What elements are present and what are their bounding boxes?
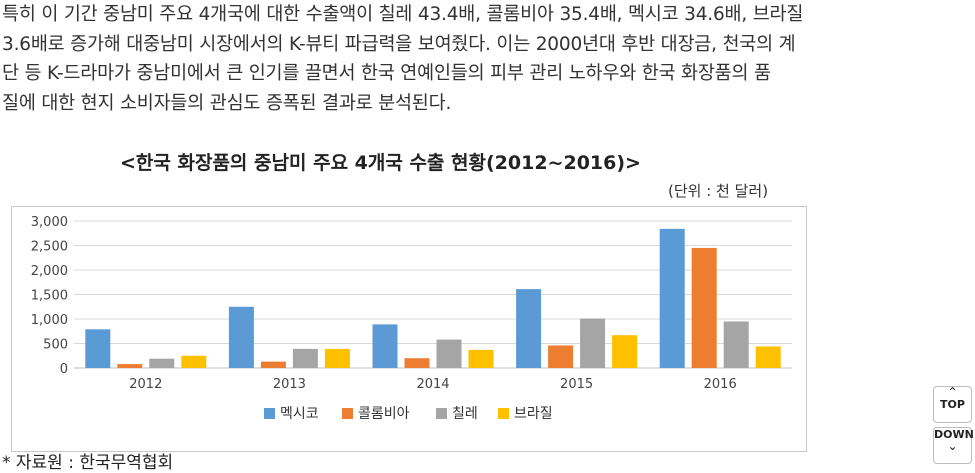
bar-2012-멕시코 [85,329,111,368]
article-line: 단 등 K-드라마가 중남미에서 큰 인기를 끌면서 한국 연예인들의 피부 관… [2,63,771,84]
x-tick-label: 2013 [273,377,306,392]
y-tick-label: 2,500 [31,240,68,255]
bar-2016-칠레 [723,321,749,368]
y-tick-label: 3,000 [31,215,68,230]
x-tick-label: 2012 [129,377,162,392]
chart-plot-area: 0 500 1,000 1,500 2,000 2,500 3,000 2012 2013 201… [11,206,807,452]
article-line: 특히 이 기간 중남미 주요 4개국에 대한 수출액이 칠레 43.4배, 콜롬… [2,4,804,25]
bar-2013-브라질 [324,348,350,368]
bar-2016-콜롬비아 [691,247,717,368]
scroll-down-label: DOWN [934,428,974,441]
bar-2014-멕시코 [372,324,398,368]
chart-image: <한국 화장품의 중남미 주요 4개국 수출 현황(2012~2016)> (단… [0,124,815,470]
x-tick-label: 2014 [416,377,449,392]
bar-2013-멕시코 [228,306,254,368]
bar-2015-멕시코 [516,289,542,368]
legend-swatch [264,408,275,419]
scroll-top-label: TOP [940,398,965,411]
legend-label: 콜롬비아 [358,406,410,422]
legend-swatch [498,408,509,419]
y-tick-label: 0 [60,362,68,377]
x-tick-label: 2016 [704,377,737,392]
legend-swatch [342,408,353,419]
scroll-down-button[interactable]: DOWN ⌄ [933,427,974,464]
y-tick-label: 2,000 [31,264,68,279]
y-tick-label: 1,000 [31,313,68,328]
y-tick-label: 1,500 [31,289,68,304]
bar-2012-콜롬비아 [117,364,143,368]
legend-swatch [436,408,447,419]
scroll-top-button[interactable]: ⌃ TOP [933,386,972,423]
chevron-up-icon: ⌃ [947,385,958,399]
bar-2014-콜롬비아 [404,358,430,368]
bar-2015-칠레 [580,318,606,368]
bar-2016-브라질 [755,346,781,368]
legend-label: 멕시코 [280,406,319,422]
bar-chart: 0 500 1,000 1,500 2,000 2,500 3,000 2012 2013 201… [31,215,792,422]
chart-title: <한국 화장품의 중남미 주요 4개국 수출 현황(2012~2016)> [120,152,641,174]
bar-2013-칠레 [292,348,318,368]
bar-2015-콜롬비아 [548,345,574,368]
bar-2014-칠레 [436,339,462,368]
bar-2015-브라질 [612,335,638,368]
bar-2014-브라질 [468,349,494,368]
article-line: 질에 대한 현지 소비자들의 관심도 증폭된 결과로 분석된다. [2,92,452,114]
x-tick-label: 2015 [560,377,593,392]
article-paragraph: 특히 이 기간 중남미 주요 4개국에 대한 수출액이 칠레 43.4배, 콜롬… [2,0,972,118]
article-line: 3.6배로 증가해 대중남미 시장에서의 K-뷰티 파급력을 보여줬다. 이는 … [2,33,796,55]
source-note: * 자료원 : 한국무역협회 [2,453,174,473]
chart-unit-label: (단위 : 천 달러) [668,182,769,200]
bar-2013-콜롬비아 [260,361,286,368]
bar-2012-칠레 [149,358,175,368]
bar-2012-브라질 [181,355,207,368]
y-tick-label: 500 [43,338,68,353]
legend-label: 칠레 [452,406,478,422]
chevron-down-icon: ⌄ [947,439,958,453]
legend-label: 브라질 [514,406,553,422]
bar-2016-멕시코 [659,228,685,368]
